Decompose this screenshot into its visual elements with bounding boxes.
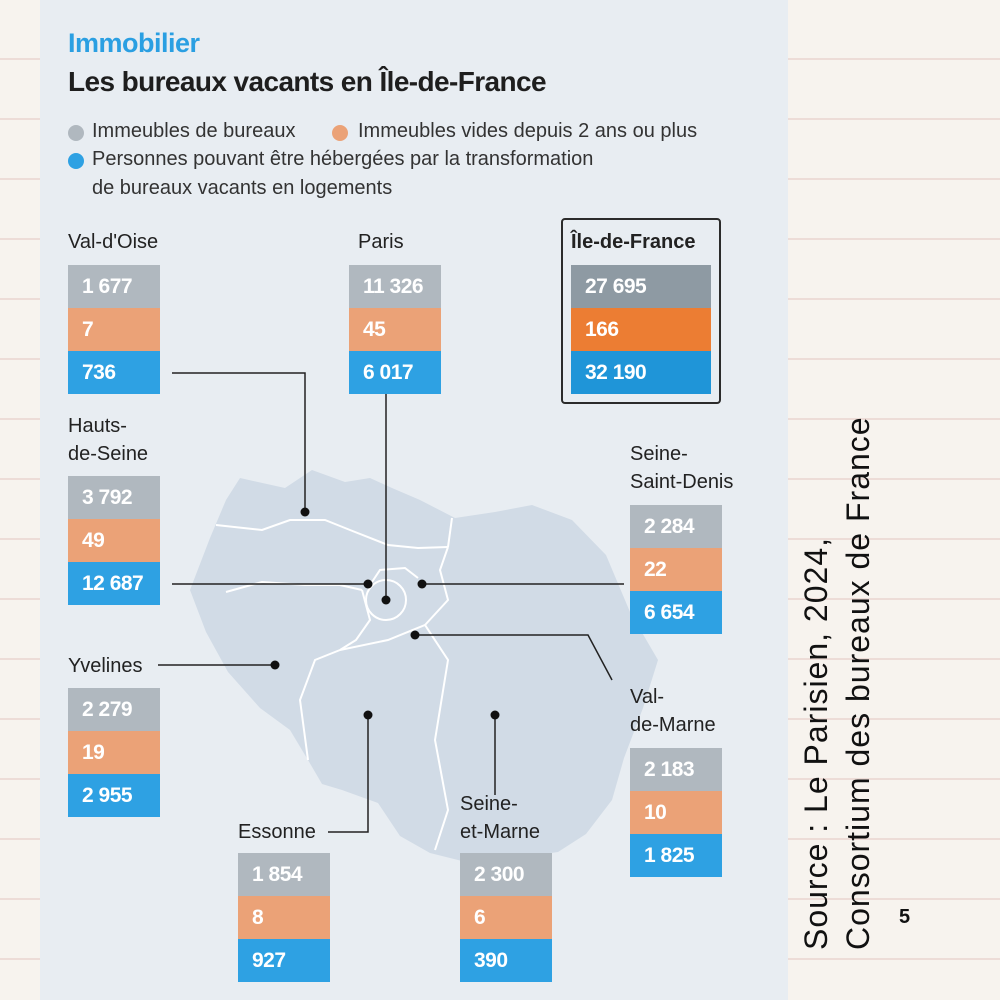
people-value: 32 190 <box>571 351 711 394</box>
legend-blue-dot <box>68 153 84 169</box>
dot-seine-saint-denis <box>417 579 427 589</box>
dot-seine-et-marne <box>490 710 500 720</box>
offices-value: 2 284 <box>630 505 722 548</box>
empty-value: 22 <box>630 548 722 591</box>
region-label-idf: Île-de-France <box>571 231 696 253</box>
offices-value: 27 695 <box>571 265 711 308</box>
region-stats-seine-et-marne: 2 300 6 390 <box>460 853 552 982</box>
people-value: 736 <box>68 351 160 394</box>
people-value: 6 654 <box>630 591 722 634</box>
dot-essonne <box>363 710 373 720</box>
region-stats-essonne: 1 854 8 927 <box>238 853 330 982</box>
region-stats-val-doise: 1 677 7 736 <box>68 265 160 394</box>
region-stats-paris: 11 326 45 6 017 <box>349 265 441 394</box>
region-label-seine-saint-denis-line1: Seine- <box>630 443 688 465</box>
dot-val-de-marne <box>410 630 420 640</box>
dot-hauts-de-seine <box>363 579 373 589</box>
people-value: 1 825 <box>630 834 722 877</box>
offices-value: 1 854 <box>238 853 330 896</box>
legend-gray-dot <box>68 125 84 141</box>
legend-people-line2: de bureaux vacants en logements <box>92 177 393 199</box>
region-label-val-de-marne-line1: Val- <box>630 686 665 708</box>
region-label-seine-et-marne-line2: et-Marne <box>460 821 541 843</box>
region-label-seine-saint-denis-line2: Saint-Denis <box>630 471 734 493</box>
empty-value: 45 <box>349 308 441 351</box>
dot-paris <box>381 595 391 605</box>
location-dots <box>270 507 500 720</box>
offices-value: 2 183 <box>630 748 722 791</box>
region-stats-seine-saint-denis: 2 284 22 6 654 <box>630 505 722 634</box>
idf-map-outline <box>190 470 658 863</box>
offices-value: 2 300 <box>460 853 552 896</box>
region-label-essonne: Essonne <box>238 821 316 843</box>
region-stats-idf: 27 695 166 32 190 <box>571 265 711 394</box>
offices-value: 3 792 <box>68 476 160 519</box>
offices-value: 1 677 <box>68 265 160 308</box>
offices-value: 11 326 <box>349 265 441 308</box>
leader-lines <box>158 372 624 833</box>
source-line1: Source : Le Parisien, 2024, <box>798 536 834 950</box>
dot-yvelines <box>270 660 280 670</box>
region-label-seine-et-marne-line1: Seine- <box>460 793 518 815</box>
region-label-hauts-de-seine-line1: Hauts- <box>68 415 127 437</box>
empty-value: 10 <box>630 791 722 834</box>
empty-value: 6 <box>460 896 552 939</box>
page-title: Les bureaux vacants en Île-de-France <box>68 66 547 97</box>
people-value: 2 955 <box>68 774 160 817</box>
source-caption: Source : Le Parisien, 2024, Consortium d… <box>795 250 905 950</box>
region-stats-val-de-marne: 2 183 10 1 825 <box>630 748 722 877</box>
idf-total-frame <box>561 218 721 404</box>
people-value: 6 017 <box>349 351 441 394</box>
people-value: 390 <box>460 939 552 982</box>
legend-orange-dot <box>332 125 348 141</box>
empty-value: 19 <box>68 731 160 774</box>
region-label-paris: Paris <box>358 231 404 253</box>
region-label-val-doise: Val-d'Oise <box>68 231 159 253</box>
people-value: 12 687 <box>68 562 160 605</box>
region-stats-yvelines: 2 279 19 2 955 <box>68 688 160 817</box>
region-label-val-de-marne-line2: de-Marne <box>630 714 716 736</box>
legend-people-line1: Personnes pouvant être hébergées par la … <box>92 148 594 170</box>
empty-value: 166 <box>571 308 711 351</box>
empty-value: 7 <box>68 308 160 351</box>
people-value: 927 <box>238 939 330 982</box>
page-number: 5 <box>899 906 911 928</box>
legend-empty: Immeubles vides depuis 2 ans ou plus <box>358 120 698 142</box>
empty-value: 49 <box>68 519 160 562</box>
empty-value: 8 <box>238 896 330 939</box>
region-stats-hauts-de-seine: 3 792 49 12 687 <box>68 476 160 605</box>
kicker: Immobilier <box>68 28 200 58</box>
source-line2: Consortium des bureaux de France <box>840 416 876 950</box>
department-borders <box>215 517 453 851</box>
dot-val-doise <box>300 507 310 517</box>
offices-value: 2 279 <box>68 688 160 731</box>
legend-offices: Immeubles de bureaux <box>92 120 296 142</box>
region-label-hauts-de-seine-line2: de-Seine <box>68 443 149 465</box>
region-label-yvelines: Yvelines <box>68 655 143 677</box>
